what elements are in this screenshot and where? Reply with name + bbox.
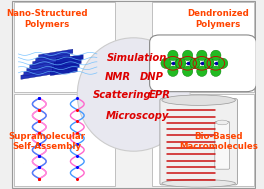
Ellipse shape [77,38,190,151]
Ellipse shape [204,58,214,69]
Polygon shape [56,55,83,63]
Ellipse shape [211,50,221,60]
Polygon shape [33,56,67,66]
Text: Nano-Structured
Polymers: Nano-Structured Polymers [6,9,87,29]
Polygon shape [24,66,58,76]
Text: Supramolecular
Self-Assembly: Supramolecular Self-Assembly [8,132,85,151]
FancyBboxPatch shape [13,2,115,92]
FancyBboxPatch shape [215,122,230,169]
Ellipse shape [162,180,235,187]
FancyBboxPatch shape [152,2,254,92]
Text: DNP: DNP [140,72,164,81]
Ellipse shape [168,66,178,77]
Ellipse shape [197,66,207,77]
FancyBboxPatch shape [13,94,115,186]
Text: Microscopy: Microscopy [106,111,169,121]
Text: Dendronized
Polymers: Dendronized Polymers [187,9,249,29]
Polygon shape [54,59,81,67]
Text: Scattering: Scattering [93,91,152,100]
FancyBboxPatch shape [160,99,237,185]
Polygon shape [36,53,70,62]
Polygon shape [52,63,79,71]
FancyBboxPatch shape [12,1,255,188]
Ellipse shape [197,50,207,60]
FancyBboxPatch shape [150,35,256,92]
Polygon shape [39,49,73,59]
Ellipse shape [182,50,193,60]
Ellipse shape [161,58,171,69]
Ellipse shape [175,58,185,69]
Polygon shape [30,59,64,69]
Polygon shape [50,67,77,76]
Ellipse shape [211,66,221,77]
Text: NMR: NMR [105,72,131,81]
Text: EPR: EPR [149,91,171,100]
Polygon shape [21,70,55,79]
Polygon shape [27,63,61,73]
Ellipse shape [176,58,186,69]
Text: Simulation: Simulation [107,53,168,63]
Ellipse shape [218,58,228,69]
Ellipse shape [168,50,178,60]
FancyBboxPatch shape [152,94,254,186]
Ellipse shape [190,58,200,69]
Text: Bio-Based
Macromolecules: Bio-Based Macromolecules [179,132,258,151]
Ellipse shape [216,120,228,125]
Ellipse shape [189,58,200,69]
Ellipse shape [204,58,214,69]
Ellipse shape [162,95,235,105]
Ellipse shape [182,66,193,77]
